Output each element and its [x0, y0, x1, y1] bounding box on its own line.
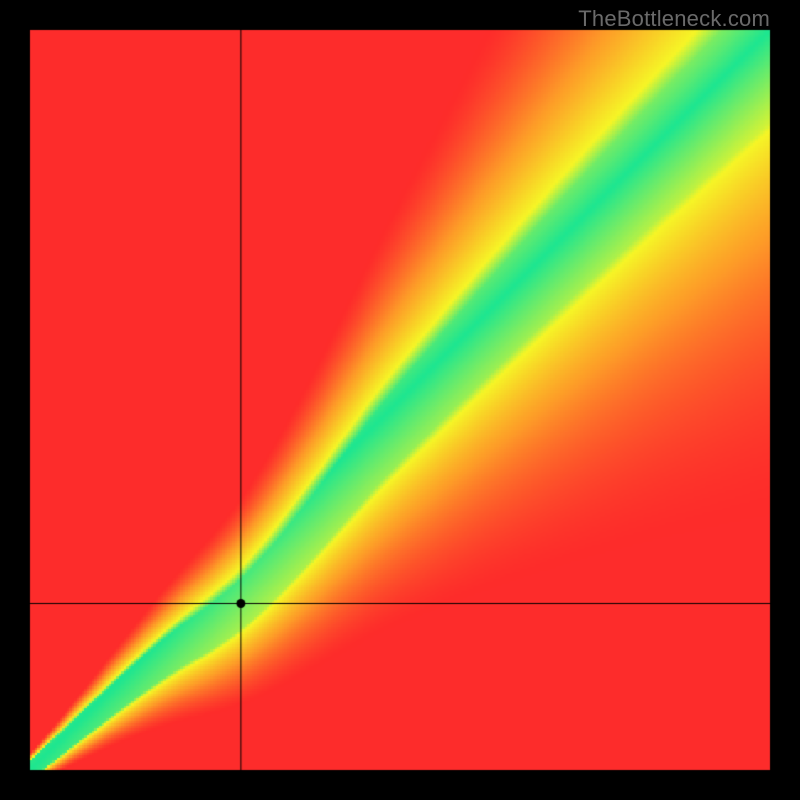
bottleneck-heatmap-canvas	[0, 0, 800, 800]
watermark-text: TheBottleneck.com	[578, 6, 770, 32]
figure-frame: TheBottleneck.com	[0, 0, 800, 800]
